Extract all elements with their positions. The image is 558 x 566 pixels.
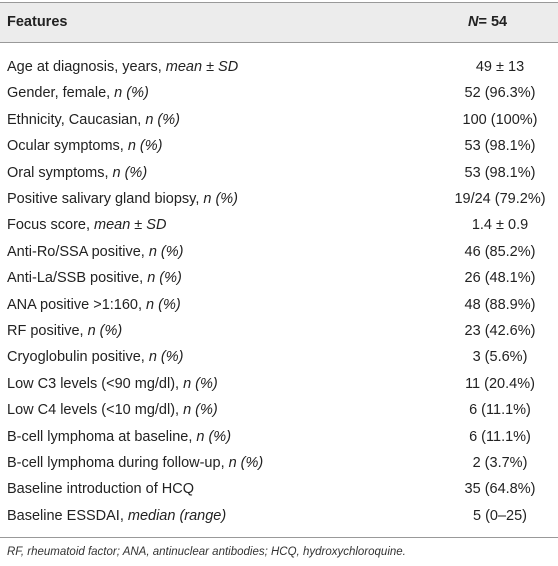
table-row: Age at diagnosis, years, mean ± SD 49 ± 13 xyxy=(0,56,558,79)
table-row: Ocular symptoms, n (%) 53 (98.1%) xyxy=(0,135,558,158)
label-stat: n (%) xyxy=(145,111,180,128)
row-label: Cryoglobulin positive, n (%) xyxy=(7,346,183,369)
label-text: Baseline ESSDAI, xyxy=(7,507,124,524)
label-text: Ethnicity, Caucasian, xyxy=(7,111,142,128)
label-stat: n (%) xyxy=(196,428,232,445)
label-stat: n (%) xyxy=(148,349,184,366)
label-text: ANA positive >1:160, xyxy=(7,296,143,313)
row-value: 1.4 ± 0.9 xyxy=(471,217,529,234)
row-value: 35 (64.8%) xyxy=(464,481,536,498)
row-label: Focus score, mean ± SD xyxy=(7,214,166,237)
label-text: B-cell lymphoma during follow-up, xyxy=(7,455,225,471)
label-stat: n (%) xyxy=(112,164,148,181)
label-text: Oral symptoms, xyxy=(7,164,109,181)
table-row: RF positive, n (%) 23 (42.6%) xyxy=(0,320,558,343)
label-stat: n (%) xyxy=(183,375,218,392)
table-row: ANA positive >1:160, n (%) 48 (88.9%) xyxy=(0,294,558,317)
row-label: RF positive, n (%) xyxy=(7,320,122,343)
row-label: Anti-Ro/SSA positive, n (%) xyxy=(7,241,183,264)
label-text: Age at diagnosis, years, xyxy=(7,59,162,75)
row-value: 46 (85.2%) xyxy=(464,243,536,260)
label-stat: mean ± SD xyxy=(94,217,167,234)
label-text: Ocular symptoms, xyxy=(7,138,124,155)
row-label: B-cell lymphoma during follow-up, n (%) xyxy=(7,452,263,475)
label-stat: n (%) xyxy=(203,191,239,207)
label-stat: median (range) xyxy=(127,507,227,524)
row-label: B-cell lymphoma at baseline, n (%) xyxy=(7,426,231,449)
n-symbol: N xyxy=(468,14,479,30)
label-stat: n (%) xyxy=(228,455,264,471)
label-text: Baseline introduction of HCQ xyxy=(7,481,194,498)
label-stat: n (%) xyxy=(147,270,182,287)
table-row: Cryoglobulin positive, n (%) 3 (5.6%) xyxy=(0,346,558,369)
row-label: Ocular symptoms, n (%) xyxy=(7,135,163,158)
label-stat: n (%) xyxy=(146,296,181,313)
label-text: Focus score, xyxy=(7,217,90,234)
row-value: 100 (100%) xyxy=(462,111,538,128)
row-value: 5 (0–25) xyxy=(472,507,527,524)
label-text: Low C4 levels (<10 mg/dl), xyxy=(7,402,180,419)
label-stat: n (%) xyxy=(183,402,218,419)
row-label: Low C4 levels (<10 mg/dl), n (%) xyxy=(7,399,218,422)
row-label: Baseline ESSDAI, median (range) xyxy=(7,505,226,528)
row-value: 6 (11.1%) xyxy=(469,428,531,445)
row-value: 3 (5.6%) xyxy=(472,349,528,366)
label-text: B-cell lymphoma at baseline, xyxy=(7,428,193,445)
label-stat: n (%) xyxy=(114,85,149,102)
footnote: RF, rheumatoid factor; ANA, antinuclear … xyxy=(7,546,406,558)
row-value: 6 (11.1%) xyxy=(469,402,531,419)
row-value: 2 (3.7%) xyxy=(472,455,528,471)
table-row: Anti-Ro/SSA positive, n (%) 46 (85.2%) xyxy=(0,241,558,264)
row-value: 53 (98.1%) xyxy=(464,164,536,181)
table-row: Low C4 levels (<10 mg/dl), n (%) 6 (11.1%) xyxy=(0,399,558,422)
label-text: Anti-La/SSB positive, xyxy=(7,270,144,287)
table-row: B-cell lymphoma during follow-up, n (%) 2 … xyxy=(0,452,558,475)
row-label: Gender, female, n (%) xyxy=(7,82,149,105)
row-value: 26 (48.1%) xyxy=(464,270,536,287)
label-stat: n (%) xyxy=(148,243,184,260)
row-label: Oral symptoms, n (%) xyxy=(7,162,147,185)
label-text: Low C3 levels (<90 mg/dl), xyxy=(7,375,180,392)
table-row: Baseline ESSDAI, median (range) 5 (0–25) xyxy=(0,505,558,528)
row-label: Anti-La/SSB positive, n (%) xyxy=(7,267,182,290)
table-row: Ethnicity, Caucasian, n (%) 100 (100%) xyxy=(0,109,558,132)
label-stat: n (%) xyxy=(127,138,163,155)
table-row: B-cell lymphoma at baseline, n (%) 6 (11.1… xyxy=(0,426,558,449)
table-row: Focus score, mean ± SD 1.4 ± 0.9 xyxy=(0,214,558,237)
header-row: Features N= 54 xyxy=(0,2,558,43)
row-label: Ethnicity, Caucasian, n (%) xyxy=(7,109,180,132)
row-value: 11 (20.4%) xyxy=(465,375,535,392)
row-label: Positive salivary gland biopsy, n (%) xyxy=(7,188,238,211)
label-text: Positive salivary gland biopsy, xyxy=(7,191,200,207)
row-value: 53 (98.1%) xyxy=(464,138,536,155)
row-value: 23 (42.6%) xyxy=(464,323,536,339)
label-text: Gender, female, xyxy=(7,85,111,102)
label-stat: mean ± SD xyxy=(165,59,239,75)
label-text: Anti-Ro/SSA positive, xyxy=(7,243,145,260)
n-value: = 54 xyxy=(478,14,508,30)
row-label: ANA positive >1:160, n (%) xyxy=(7,294,181,317)
table-row: Gender, female, n (%) 52 (96.3%) xyxy=(0,82,558,105)
bottom-rule xyxy=(0,537,558,538)
row-label: Baseline introduction of HCQ xyxy=(7,478,194,501)
label-text: Cryoglobulin positive, xyxy=(7,349,145,366)
table-row: Baseline introduction of HCQ 35 (64.8%) xyxy=(0,478,558,501)
table-row: Low C3 levels (<90 mg/dl), n (%) 11 (20.4%… xyxy=(0,373,558,396)
table-row: Anti-La/SSB positive, n (%) 26 (48.1%) xyxy=(0,267,558,290)
header-n: N= 54 xyxy=(468,14,507,30)
label-text: RF positive, xyxy=(7,323,84,339)
header-features: Features xyxy=(7,14,68,30)
table-row: Positive salivary gland biopsy, n (%) 19/2… xyxy=(0,188,558,211)
row-value: 48 (88.9%) xyxy=(464,296,536,313)
row-value: 19/24 (79.2%) xyxy=(454,191,546,207)
row-label: Age at diagnosis, years, mean ± SD xyxy=(7,56,238,79)
label-stat: n (%) xyxy=(87,323,123,339)
row-label: Low C3 levels (<90 mg/dl), n (%) xyxy=(7,373,218,396)
table-row: Oral symptoms, n (%) 53 (98.1%) xyxy=(0,162,558,185)
row-value: 52 (96.3%) xyxy=(464,85,536,102)
row-value: 49 ± 13 xyxy=(475,59,525,75)
